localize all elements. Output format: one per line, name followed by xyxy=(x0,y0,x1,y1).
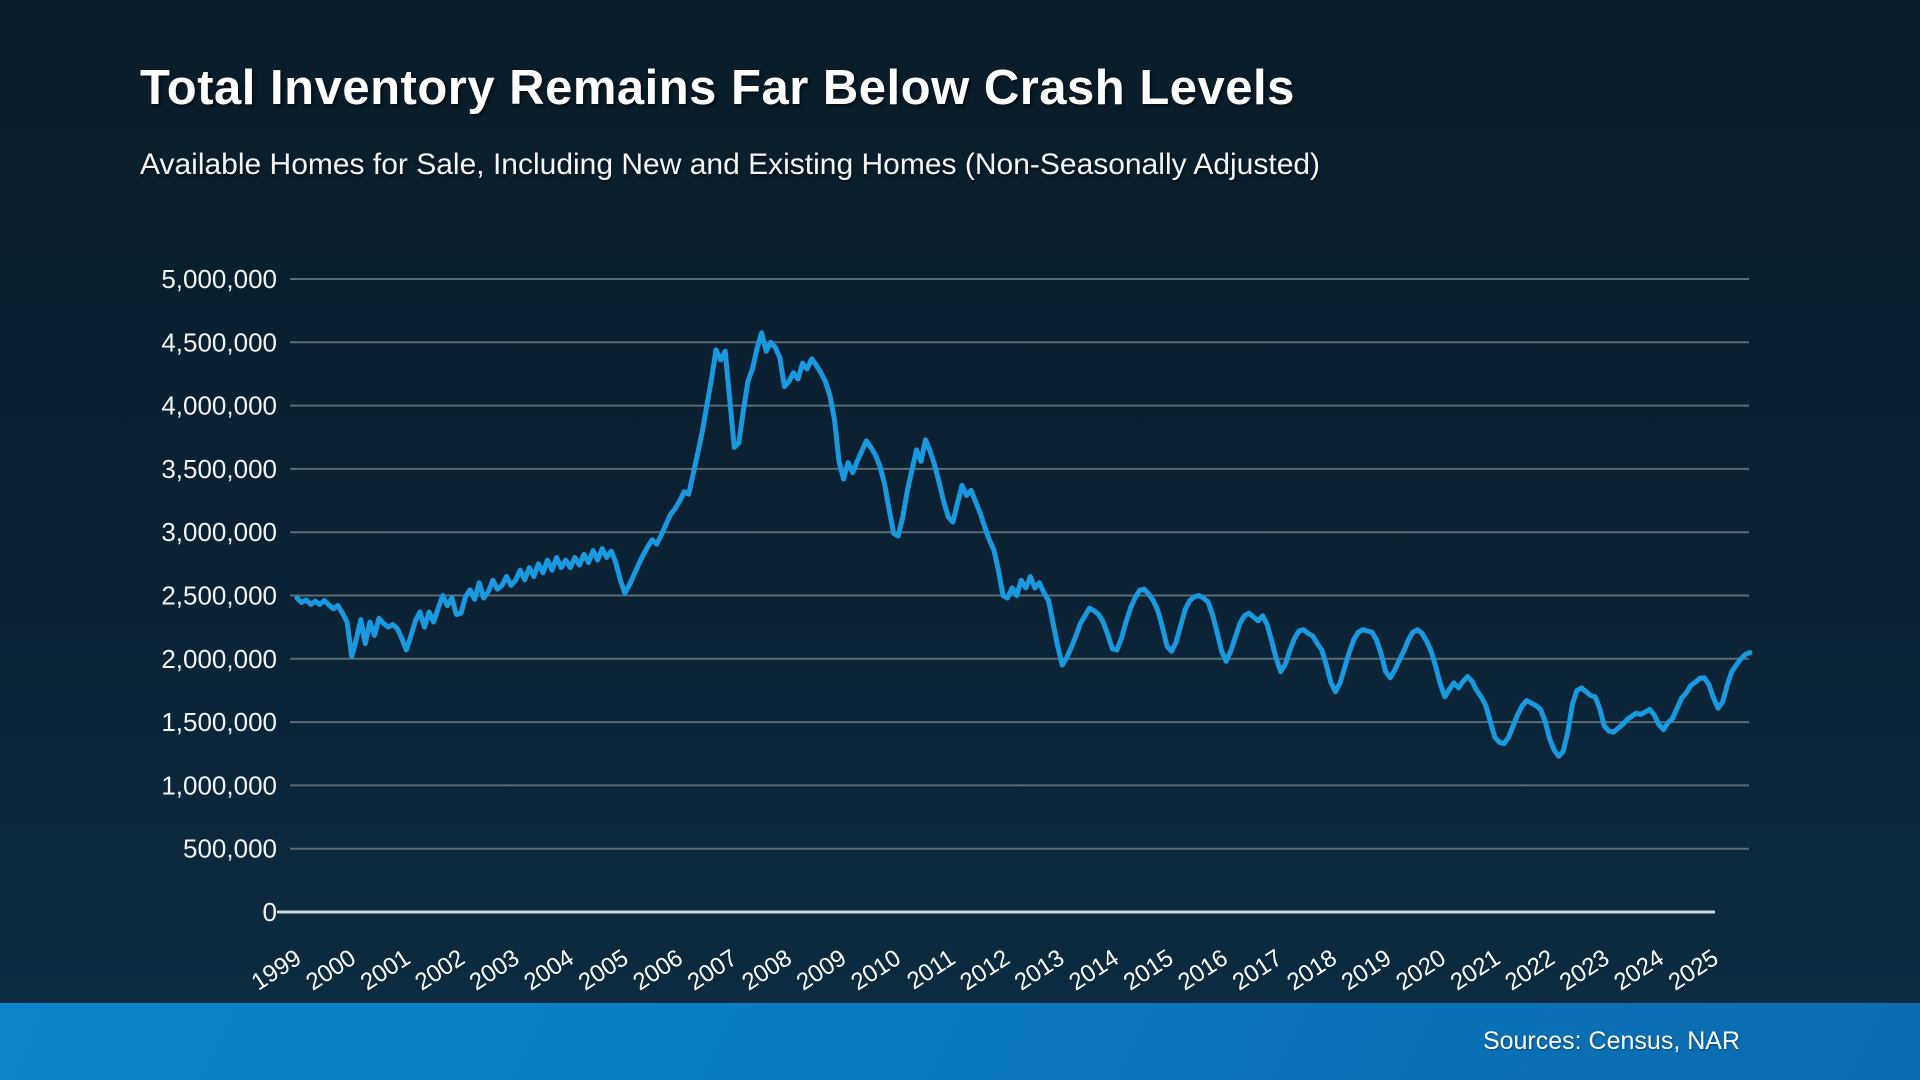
x-axis-year-label: 2002 xyxy=(410,944,469,996)
y-axis-tick-label: 500,000 xyxy=(183,834,277,864)
y-axis-tick-label: 0 xyxy=(263,897,277,927)
x-axis-year-label: 2005 xyxy=(574,944,633,996)
x-axis-year-label: 2010 xyxy=(846,944,905,996)
y-axis-tick-label: 5,000,000 xyxy=(161,264,277,294)
y-axis-tick-label: 4,000,000 xyxy=(161,391,277,421)
x-axis-year-label: 2009 xyxy=(792,944,851,996)
inventory-data-line xyxy=(294,330,1753,759)
x-axis-year-label: 2001 xyxy=(356,944,415,996)
y-axis-tick-label: 1,000,000 xyxy=(161,770,277,800)
x-axis-year-label: 2014 xyxy=(1064,944,1123,996)
x-axis-year-label: 2000 xyxy=(301,944,360,996)
x-axis-year-label: 1999 xyxy=(247,944,306,996)
x-axis-year-label: 2022 xyxy=(1500,944,1559,996)
x-axis-year-label: 2020 xyxy=(1391,944,1450,996)
x-axis-year-label: 2011 xyxy=(902,944,960,995)
x-axis-year-label: 2012 xyxy=(955,944,1014,996)
footer-band: Sources: Census, NAR xyxy=(0,1003,1920,1080)
y-axis-tick-label: 4,500,000 xyxy=(161,327,277,357)
x-axis-year-label: 2004 xyxy=(519,944,578,996)
x-axis-year-label: 2024 xyxy=(1609,944,1668,996)
x-axis-year-label: 2013 xyxy=(1010,944,1069,996)
page-title: Total Inventory Remains Far Below Crash … xyxy=(140,61,1295,115)
x-axis-year-label: 2017 xyxy=(1228,944,1287,996)
y-axis-tick-label: 2,500,000 xyxy=(161,581,277,611)
y-axis-tick-label: 3,000,000 xyxy=(161,517,277,547)
x-axis-year-label: 2025 xyxy=(1664,944,1723,996)
y-axis-tick-label: 3,500,000 xyxy=(161,454,277,484)
x-axis-year-label: 2007 xyxy=(683,944,742,996)
x-axis-year-label: 2021 xyxy=(1446,944,1505,996)
x-axis-year-label: 2019 xyxy=(1337,944,1396,996)
y-axis-tick-label: 1,500,000 xyxy=(161,707,277,737)
page-subtitle: Available Homes for Sale, Including New … xyxy=(140,148,1321,181)
x-axis-year-label: 2003 xyxy=(465,944,524,996)
x-axis-year-label: 2008 xyxy=(737,944,796,996)
x-axis-year-label: 2015 xyxy=(1119,944,1178,996)
y-axis-tick-label: 2,000,000 xyxy=(161,644,277,674)
x-axis-year-label: 2016 xyxy=(1173,944,1232,996)
x-axis-year-label: 2018 xyxy=(1282,944,1341,996)
x-axis-year-label: 2006 xyxy=(628,944,687,996)
sources-label: Sources: Census, NAR xyxy=(1482,1027,1740,1055)
x-axis-year-label: 2023 xyxy=(1555,944,1614,996)
